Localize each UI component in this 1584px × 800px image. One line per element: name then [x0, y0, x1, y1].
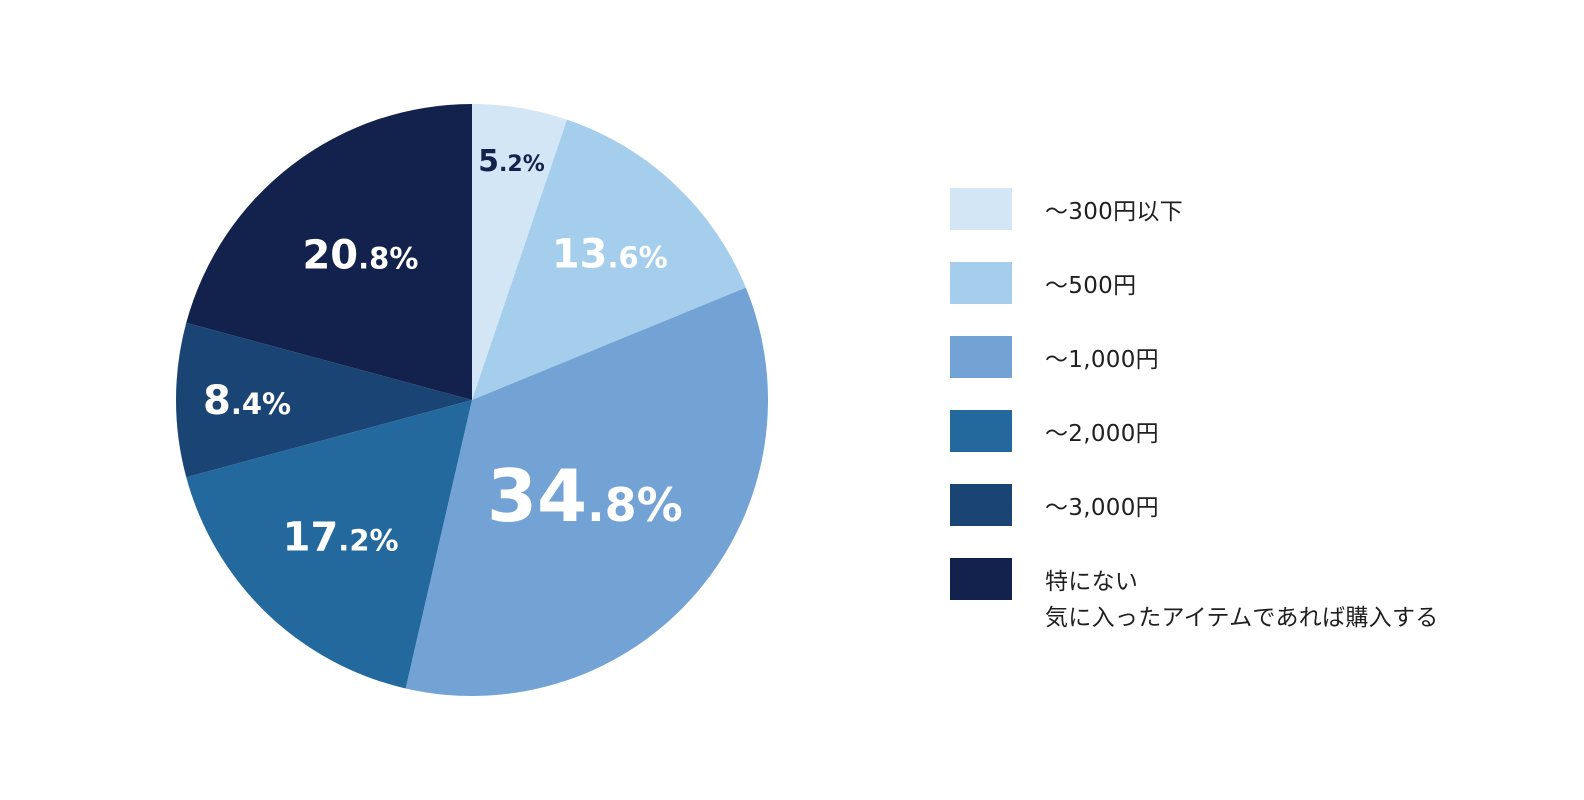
legend-label: 特にない 気に入ったアイテムであれば購入する	[1045, 569, 1439, 631]
legend-item: 〜500円	[950, 262, 1570, 336]
slice-value-label: 34.8%	[487, 454, 683, 538]
legend-swatch	[950, 558, 1012, 600]
pie-slice	[405, 287, 768, 696]
pie-slice	[186, 104, 472, 400]
legend-item: 〜3,000円	[950, 484, 1570, 558]
legend-swatch	[950, 188, 1012, 230]
legend-item: 〜1,000円	[950, 336, 1570, 410]
legend-item: 特にない 気に入ったアイテムであれば購入する	[950, 558, 1570, 632]
legend-swatch	[950, 410, 1012, 452]
slice-value-label: 17.2%	[283, 514, 399, 560]
legend: 〜300円以下 〜500円 〜1,000円 〜2,000円 〜3,000円 特に…	[950, 188, 1570, 632]
slice-value-label: 8.4%	[203, 378, 291, 424]
legend-item: 〜300円以下	[950, 188, 1570, 262]
pie-slice	[472, 104, 567, 400]
slice-value-label: 5.2%	[478, 144, 545, 179]
legend-item: 〜2,000円	[950, 410, 1570, 484]
legend-swatch	[950, 262, 1012, 304]
pie-slice	[186, 400, 472, 689]
legend-label: 〜2,000円	[1045, 421, 1159, 447]
pie-labels: 5.2% 13.6% 34.8% 17.2% 8.4% 20.8%	[203, 144, 683, 560]
pie-slices	[176, 104, 768, 696]
legend-label: 〜500円	[1045, 273, 1137, 299]
legend-swatch	[950, 336, 1012, 378]
pie-slice	[176, 322, 472, 478]
legend-label: 〜300円以下	[1045, 199, 1183, 225]
pie-slice	[472, 119, 746, 400]
legend-label: 〜1,000円	[1045, 347, 1159, 373]
legend-label: 〜3,000円	[1045, 495, 1159, 521]
slice-value-label: 20.8%	[302, 232, 418, 278]
legend-swatch	[950, 484, 1012, 526]
slice-value-label: 13.6%	[552, 231, 668, 277]
